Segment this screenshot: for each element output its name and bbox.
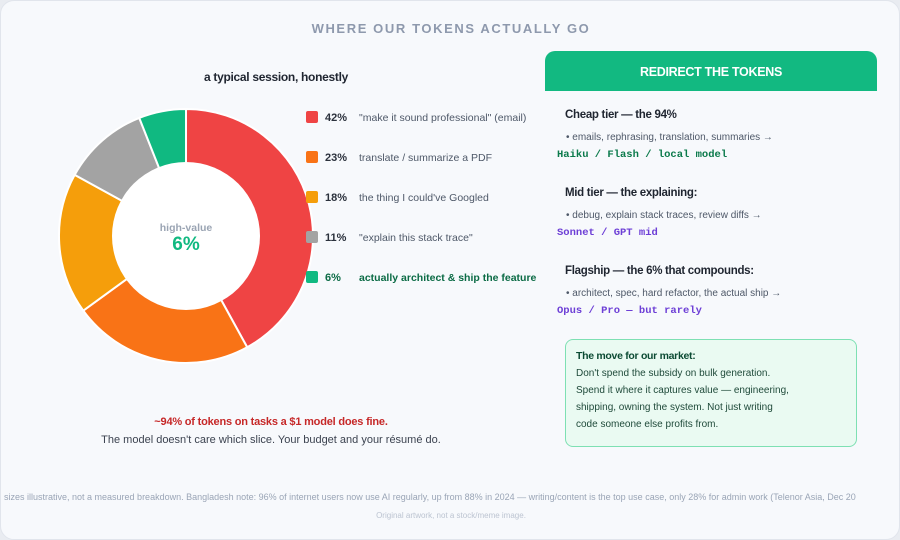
callout-line: Don't spend the subsidy on bulk generati… bbox=[576, 368, 771, 379]
tier-description: • emails, rephrasing, translation, summa… bbox=[566, 132, 773, 143]
tier-title: Flagship — the 6% that compounds: bbox=[565, 265, 754, 277]
panel-title: REDIRECT THE TOKENS bbox=[545, 51, 877, 91]
page-title: WHERE OUR TOKENS ACTUALLY GO bbox=[311, 21, 591, 36]
callout-line: code someone else profits from. bbox=[576, 419, 719, 430]
credit-line: Original artwork, not a stock/meme image… bbox=[376, 511, 526, 520]
tier-description: • debug, explain stack traces, review di… bbox=[566, 210, 762, 221]
legend-label: the thing I could've Googled bbox=[359, 192, 489, 204]
legend-swatch bbox=[306, 111, 318, 123]
callout-title: The move for our market: bbox=[576, 350, 696, 362]
legend-percent: 23% bbox=[325, 152, 348, 164]
donut-chart: high-value 6% bbox=[58, 107, 314, 364]
legend-label: "explain this stack trace" bbox=[359, 232, 473, 244]
legend-percent: 18% bbox=[325, 192, 348, 204]
donut-hole bbox=[112, 162, 260, 310]
legend-swatch bbox=[306, 191, 318, 203]
summary-emphasis: ~94% of tokens on tasks a $1 model does … bbox=[154, 416, 388, 428]
legend-label: translate / summarize a PDF bbox=[359, 152, 493, 164]
market-callout: The move for our market: Don't spend the… bbox=[565, 339, 857, 447]
tier-title: Mid tier — the explaining: bbox=[565, 187, 698, 199]
legend-swatch bbox=[306, 231, 318, 243]
tier-description: • architect, spec, hard refactor, the ac… bbox=[566, 288, 782, 299]
legend-label: actually architect & ship the feature bbox=[359, 272, 537, 284]
footnote: sizes illustrative, not a measured break… bbox=[4, 492, 856, 502]
tier-mid: Mid tier — the explaining: • debug, expl… bbox=[557, 187, 877, 239]
legend-swatch bbox=[306, 151, 318, 163]
tier-title: Cheap tier — the 94% bbox=[565, 109, 677, 121]
center-value: 6% bbox=[172, 234, 200, 255]
summary-subtext: The model doesn't care which slice. Your… bbox=[101, 434, 441, 446]
legend-percent: 6% bbox=[325, 272, 341, 284]
tier-model: Haiku / Flash / local model bbox=[557, 149, 728, 161]
tier-model: Sonnet / GPT mid bbox=[557, 227, 658, 239]
chart-title: a typical session, honestly bbox=[204, 70, 348, 84]
legend-percent: 11% bbox=[325, 232, 347, 244]
tier-model: Opus / Pro — but rarely bbox=[557, 305, 702, 317]
legend-swatch bbox=[306, 271, 318, 283]
callout-line: shipping, owning the system. Not just wr… bbox=[576, 402, 773, 413]
center-label: high-value bbox=[160, 222, 213, 234]
tier-cheap: Cheap tier — the 94% • emails, rephrasin… bbox=[557, 109, 877, 161]
callout-line: Spend it where it captures value — engin… bbox=[576, 385, 789, 396]
tier-flagship: Flagship — the 6% that compounds: • arch… bbox=[557, 265, 877, 317]
legend-percent: 42% bbox=[325, 112, 348, 124]
legend-label: "make it sound professional" (email) bbox=[359, 112, 527, 124]
callout-body: Don't spend the subsidy on bulk generati… bbox=[576, 365, 846, 433]
